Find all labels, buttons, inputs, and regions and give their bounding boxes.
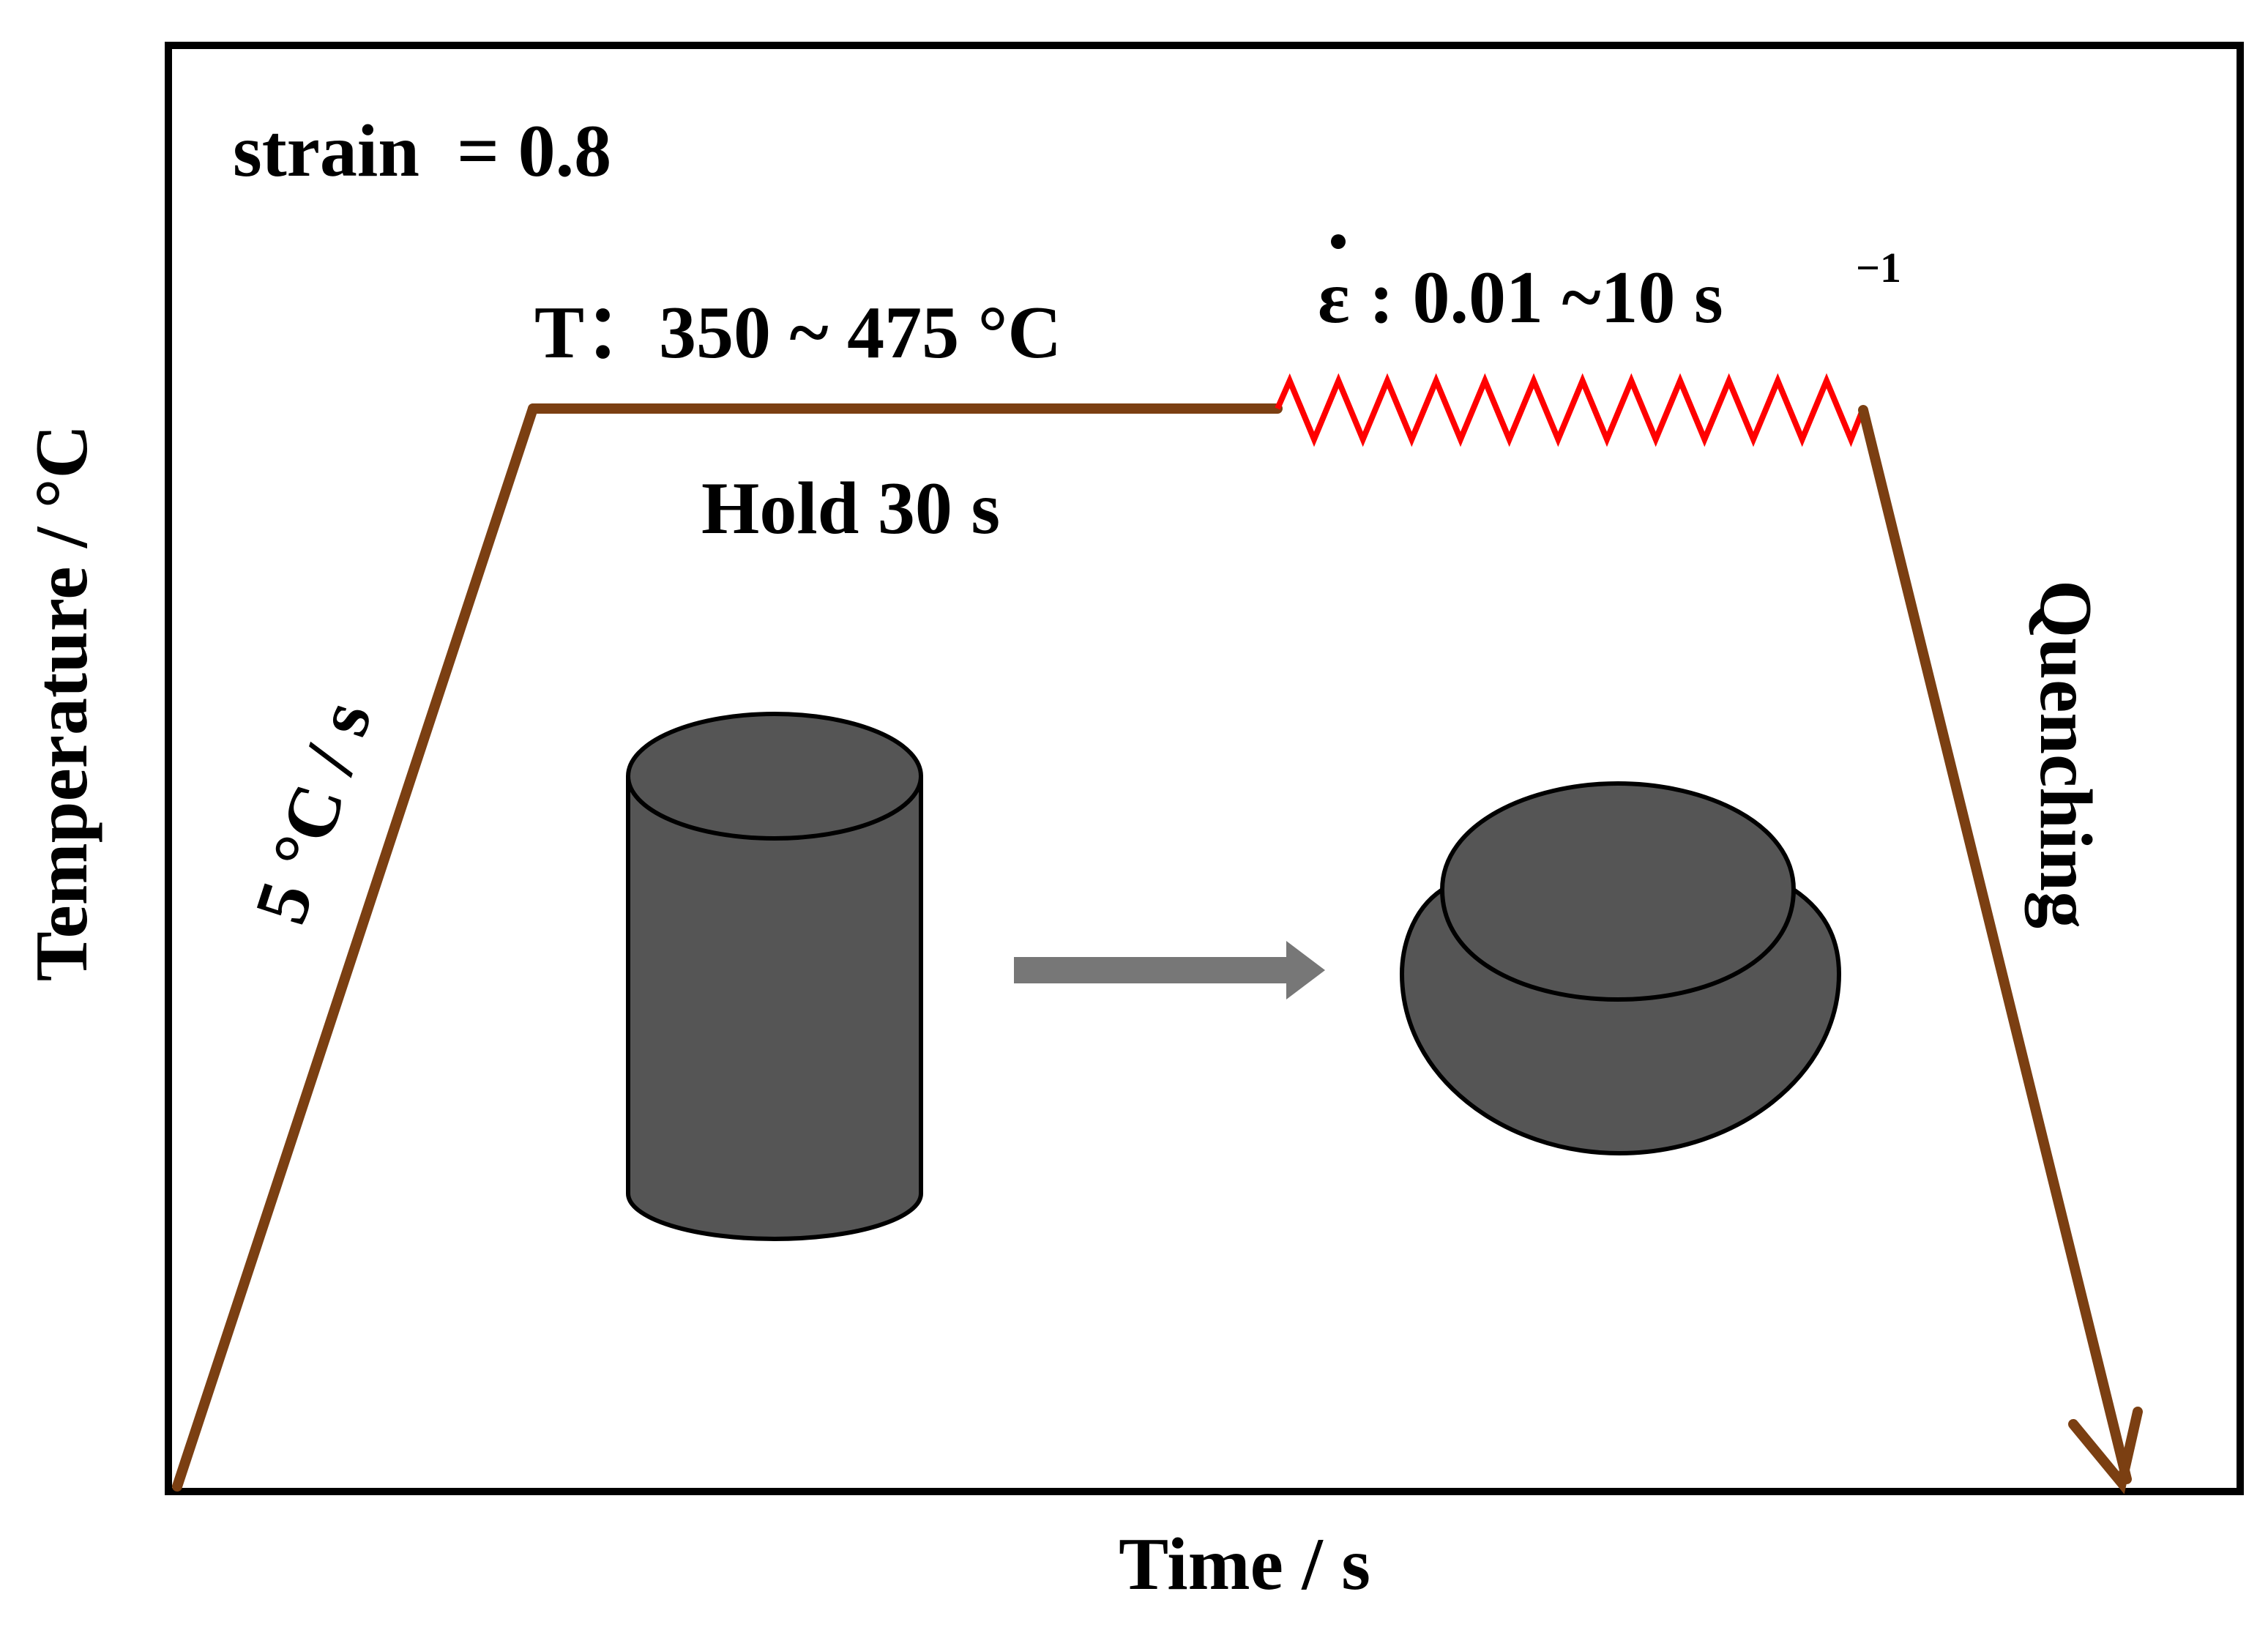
strain-rate-dot [1331, 234, 1346, 249]
temperature-range-label: T：350 ~ 475 °C [534, 291, 1062, 374]
hold-time-label: Hold 30 s [701, 467, 1000, 550]
transformation-arrow [1014, 941, 1325, 999]
barrel-body [1402, 783, 1839, 1153]
compressed-specimen-after [1399, 781, 1842, 1156]
strain-rate-symbol: ε [1318, 256, 1350, 339]
cylinder-body-outline [626, 776, 923, 1241]
deformation-zigzag [1275, 373, 1866, 447]
cylinder-body [628, 776, 921, 1239]
quenching-arrowhead [2068, 1407, 2143, 1494]
cylinder-specimen-before [626, 712, 923, 1241]
strain-rate-exponent: −1 [1856, 244, 1901, 291]
heating-ramp-line [172, 403, 538, 1492]
transformation-arrow-shaft [1014, 957, 1286, 983]
strain-label: strain = 0.8 [233, 110, 611, 193]
x-axis-label: Time / s [1119, 1523, 1370, 1606]
barrel-top-face-outline [1440, 889, 1796, 1002]
quenching-line [1858, 405, 2132, 1484]
strain-rate-label: : 0.01 ~10 s [1369, 256, 1723, 339]
barrel-body-outline [1399, 781, 1842, 1156]
quenching-label: Quenching [2024, 580, 2107, 928]
y-axis-label: Temperature / °C [20, 425, 103, 981]
cylinder-top [628, 714, 921, 838]
diagram-frame [165, 42, 2244, 1495]
cylinder-top-outline [626, 712, 923, 841]
transformation-arrow-head [1286, 941, 1325, 999]
